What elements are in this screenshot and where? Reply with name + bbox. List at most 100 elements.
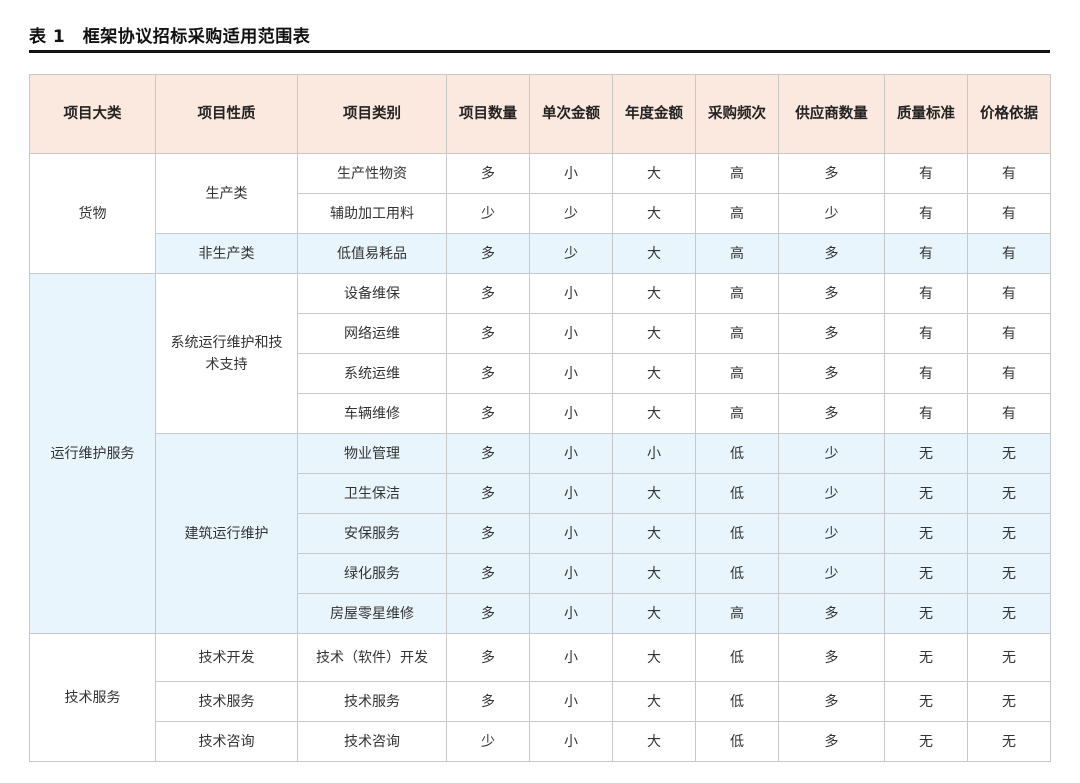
quantity-cell: 多 bbox=[446, 433, 530, 474]
quantity-cell: 少 bbox=[446, 721, 530, 762]
quality-standard-cell: 有 bbox=[884, 353, 968, 394]
frequency-cell: 高 bbox=[695, 233, 779, 274]
single-amount-cell: 小 bbox=[529, 473, 613, 514]
single-amount-cell: 小 bbox=[529, 433, 613, 474]
price-basis-cell: 无 bbox=[967, 513, 1051, 554]
item-type-cell: 车辆维修 bbox=[297, 393, 447, 434]
price-basis-cell: 有 bbox=[967, 273, 1051, 314]
table-row: 货物 生产类 生产性物资多小大高多有有 bbox=[29, 153, 1051, 274]
item-type-cell: 安保服务 bbox=[297, 513, 447, 554]
annual-amount-cell: 小 bbox=[612, 433, 696, 474]
table-row: 技术服务 技术开发 技术（软件）开发多小大低多无无 bbox=[29, 633, 1051, 762]
nature-cell: 系统运行维护和技术支持 bbox=[155, 273, 298, 434]
item-type-cell: 卫生保洁 bbox=[297, 473, 447, 514]
table-row: 卫生保洁多小大低少无无 bbox=[30, 473, 1051, 514]
supplier-count-cell: 少 bbox=[778, 553, 885, 594]
quantity-cell: 多 bbox=[446, 593, 530, 634]
annual-amount-cell: 大 bbox=[612, 681, 696, 722]
single-amount-cell: 小 bbox=[529, 721, 613, 762]
item-type-cell: 技术服务 bbox=[297, 681, 447, 722]
annual-amount-cell: 大 bbox=[612, 273, 696, 314]
single-amount-cell: 小 bbox=[529, 553, 613, 594]
single-amount-cell: 小 bbox=[529, 681, 613, 722]
frequency-cell: 低 bbox=[695, 473, 779, 514]
price-basis-cell: 无 bbox=[967, 681, 1051, 722]
annual-amount-cell: 大 bbox=[612, 233, 696, 274]
supplier-count-cell: 多 bbox=[778, 233, 885, 274]
quantity-cell: 多 bbox=[446, 353, 530, 394]
title-rule bbox=[29, 50, 1050, 53]
supplier-count-cell: 多 bbox=[778, 313, 885, 354]
annual-amount-cell: 大 bbox=[612, 553, 696, 594]
table-row: 系统运维多小大高多有有 bbox=[30, 353, 1051, 394]
price-basis-cell: 无 bbox=[967, 433, 1051, 474]
item-type-cell: 技术咨询 bbox=[297, 721, 447, 762]
quantity-cell: 多 bbox=[446, 313, 530, 354]
supplier-count-cell: 多 bbox=[778, 393, 885, 434]
nature-cell: 建筑运行维护 bbox=[155, 433, 298, 634]
procurement-scope-table: 项目大类 项目性质 项目类别 项目数量 单次金额 年度金额 采购频次 供应商数量 质量标准 价格依… bbox=[29, 74, 1051, 762]
column-header: 项目数量 bbox=[446, 74, 530, 154]
table-row: 绿化服务多小大低少无无 bbox=[30, 553, 1051, 594]
single-amount-cell: 小 bbox=[529, 593, 613, 634]
supplier-count-cell: 多 bbox=[778, 153, 885, 194]
quality-standard-cell: 无 bbox=[884, 633, 968, 682]
single-amount-cell: 少 bbox=[529, 193, 613, 234]
column-header: 单次金额 bbox=[529, 74, 613, 154]
supplier-count-cell: 多 bbox=[778, 681, 885, 722]
single-amount-cell: 小 bbox=[529, 513, 613, 554]
column-header: 项目性质 bbox=[155, 74, 298, 154]
single-amount-cell: 小 bbox=[529, 273, 613, 314]
item-type-cell: 设备维保 bbox=[297, 273, 447, 314]
supplier-count-cell: 少 bbox=[778, 473, 885, 514]
quality-standard-cell: 无 bbox=[884, 681, 968, 722]
item-type-cell: 绿化服务 bbox=[297, 553, 447, 594]
price-basis-cell: 有 bbox=[967, 193, 1051, 234]
frequency-cell: 低 bbox=[695, 513, 779, 554]
annual-amount-cell: 大 bbox=[612, 513, 696, 554]
quality-standard-cell: 有 bbox=[884, 313, 968, 354]
quantity-cell: 多 bbox=[446, 273, 530, 314]
price-basis-cell: 无 bbox=[967, 633, 1051, 682]
table-row: 车辆维修多小大高多有有 bbox=[30, 393, 1051, 434]
frequency-cell: 高 bbox=[695, 353, 779, 394]
price-basis-cell: 无 bbox=[967, 553, 1051, 594]
column-header: 采购频次 bbox=[695, 74, 779, 154]
annual-amount-cell: 大 bbox=[612, 313, 696, 354]
annual-amount-cell: 大 bbox=[612, 721, 696, 762]
header-row: 项目大类 项目性质 项目类别 项目数量 单次金额 年度金额 采购频次 供应商数量 质量标准 价格依… bbox=[29, 74, 1051, 154]
quality-standard-cell: 有 bbox=[884, 393, 968, 434]
item-type-cell: 辅助加工用料 bbox=[297, 193, 447, 234]
supplier-count-cell: 少 bbox=[778, 513, 885, 554]
quantity-cell: 多 bbox=[446, 393, 530, 434]
quantity-cell: 少 bbox=[446, 193, 530, 234]
nature-cell: 技术服务 bbox=[155, 681, 298, 722]
frequency-cell: 高 bbox=[695, 273, 779, 314]
frequency-cell: 低 bbox=[695, 633, 779, 682]
annual-amount-cell: 大 bbox=[612, 473, 696, 514]
table-row: 建筑运行维护 物业管理多小小低少无无 bbox=[30, 433, 1051, 634]
frequency-cell: 高 bbox=[695, 593, 779, 634]
table-row: 技术咨询 技术咨询少小大低多无无 bbox=[30, 721, 1051, 762]
column-header: 质量标准 bbox=[884, 74, 968, 154]
frequency-cell: 低 bbox=[695, 553, 779, 594]
annual-amount-cell: 大 bbox=[612, 153, 696, 194]
nature-cell: 技术开发 bbox=[155, 633, 298, 682]
supplier-count-cell: 多 bbox=[778, 353, 885, 394]
frequency-cell: 高 bbox=[695, 153, 779, 194]
quantity-cell: 多 bbox=[446, 681, 530, 722]
quality-standard-cell: 无 bbox=[884, 433, 968, 474]
price-basis-cell: 无 bbox=[967, 721, 1051, 762]
item-type-cell: 系统运维 bbox=[297, 353, 447, 394]
price-basis-cell: 有 bbox=[967, 353, 1051, 394]
frequency-cell: 低 bbox=[695, 433, 779, 474]
category-cell: 货物 bbox=[29, 153, 156, 274]
supplier-count-cell: 少 bbox=[778, 433, 885, 474]
quality-standard-cell: 无 bbox=[884, 553, 968, 594]
frequency-cell: 低 bbox=[695, 681, 779, 722]
single-amount-cell: 少 bbox=[529, 233, 613, 274]
frequency-cell: 高 bbox=[695, 193, 779, 234]
nature-cell: 非生产类 bbox=[155, 233, 298, 274]
table-row: 辅助加工用料少少大高少有有 bbox=[30, 193, 1051, 234]
price-basis-cell: 无 bbox=[967, 473, 1051, 514]
